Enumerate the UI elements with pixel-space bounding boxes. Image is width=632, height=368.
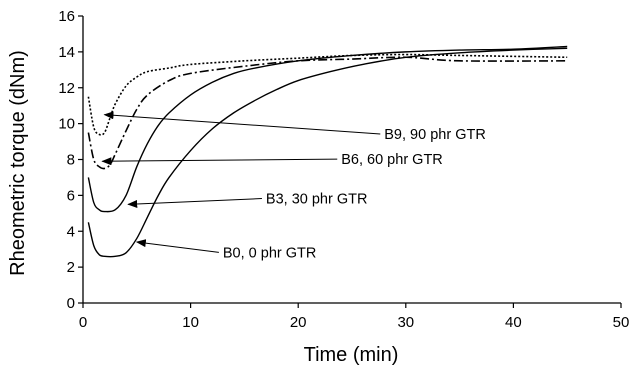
series-layer: [87, 45, 568, 258]
x-tick-label: 0: [79, 314, 87, 331]
annotation-label: B0, 0 phr GTR: [223, 245, 316, 261]
annotation-label: B9, 90 phr GTR: [384, 127, 486, 143]
y-tick-label: 16: [58, 8, 75, 25]
annotation-label: B6, 60 phr GTR: [341, 152, 443, 168]
y-tick-label: 12: [58, 80, 75, 97]
y-tick-label: 0: [67, 295, 75, 312]
y-tick-label: 6: [67, 187, 75, 204]
annotation-layer: B9, 90 phr GTR B6, 60 phr GTR B3, 30 phr G…: [101, 111, 486, 261]
x-axis-title: Time (min): [304, 344, 399, 366]
y-tick-label: 4: [67, 223, 75, 240]
x-tick-label: 40: [505, 314, 522, 331]
annotation-arrow: [103, 111, 381, 135]
x-tick-label: 20: [290, 314, 307, 331]
x-tick-label: 30: [397, 314, 414, 331]
ticks: 0 2 4 6 8 10 12 14 16 0 10 20 30 40 50: [58, 8, 629, 331]
y-axis-title: Rheometric torque (dNm): [7, 50, 29, 276]
y-tick-label: 8: [67, 152, 75, 169]
y-tick-label: 14: [58, 44, 75, 61]
annotation-label: B3, 30 phr GTR: [266, 192, 368, 208]
series-line-3: [87, 56, 568, 170]
annotation-arrow: [101, 157, 338, 166]
series-line-1: [87, 47, 568, 258]
x-tick-label: 10: [182, 314, 199, 331]
y-tick-label: 10: [58, 116, 75, 133]
y-tick-label: 2: [67, 259, 75, 276]
series-line-2: [87, 45, 568, 213]
x-tick-label: 50: [613, 314, 630, 331]
annotation-arrow: [135, 239, 219, 253]
series-line-4: [87, 53, 568, 136]
annotation-arrow: [127, 198, 262, 208]
